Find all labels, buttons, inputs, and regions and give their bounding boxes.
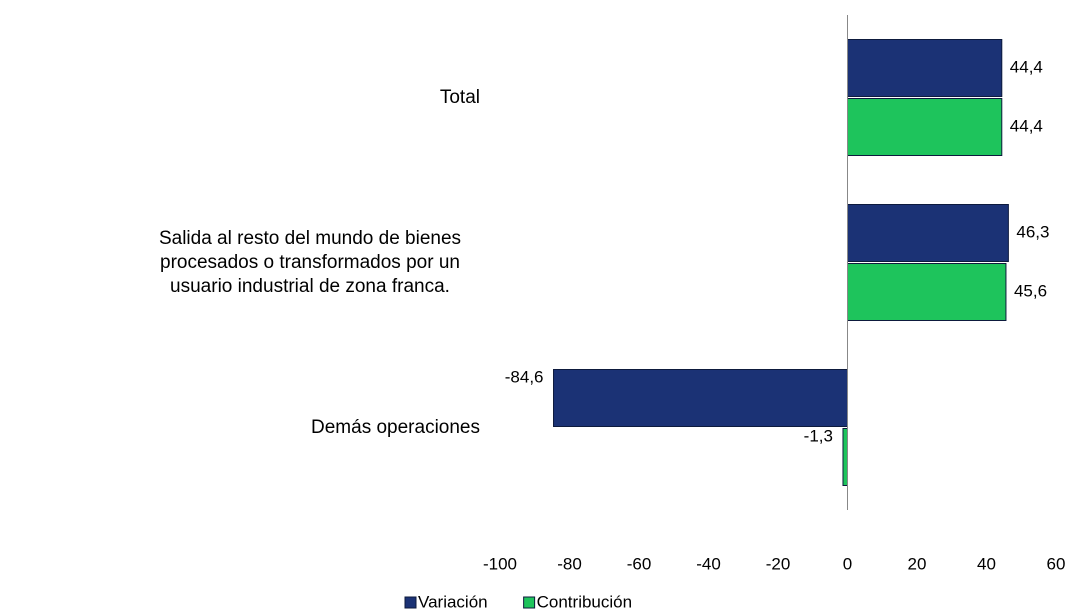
x-tick-label: 20 (908, 554, 927, 573)
x-tick-label: -80 (557, 554, 582, 573)
category-label: Total (120, 86, 480, 110)
value-label: 46,3 (1016, 222, 1049, 241)
value-label: 44,4 (1010, 116, 1043, 135)
legend-label: Contribución (537, 592, 632, 611)
category-text: Demás operaciones (311, 416, 480, 438)
value-label: -1,3 (804, 427, 833, 446)
category-label: Salida al resto del mundo de bienes proc… (120, 227, 480, 299)
bar (847, 204, 1009, 262)
bar (842, 428, 848, 486)
x-tick-label: -20 (766, 554, 791, 573)
value-label: 44,4 (1010, 57, 1043, 76)
value-label: -84,6 (505, 368, 544, 387)
x-tick-label: -40 (696, 554, 721, 573)
legend-swatch (523, 596, 536, 609)
bar (847, 98, 1003, 156)
legend-label: Variación (418, 592, 488, 611)
legend-swatch (404, 596, 417, 609)
x-tick-label: 40 (977, 554, 996, 573)
x-tick-label: 60 (1047, 554, 1066, 573)
category-text: Salida al resto del mundo de bienes proc… (158, 227, 462, 297)
bar (847, 39, 1003, 97)
x-tick-label: -100 (483, 554, 517, 573)
bar (847, 263, 1007, 321)
category-label: Demás operaciones (120, 416, 480, 440)
category-text: Total (439, 86, 480, 108)
value-label: 45,6 (1014, 281, 1047, 300)
bar (553, 369, 848, 427)
x-tick-label: -60 (627, 554, 652, 573)
x-tick-label: 0 (843, 554, 852, 573)
